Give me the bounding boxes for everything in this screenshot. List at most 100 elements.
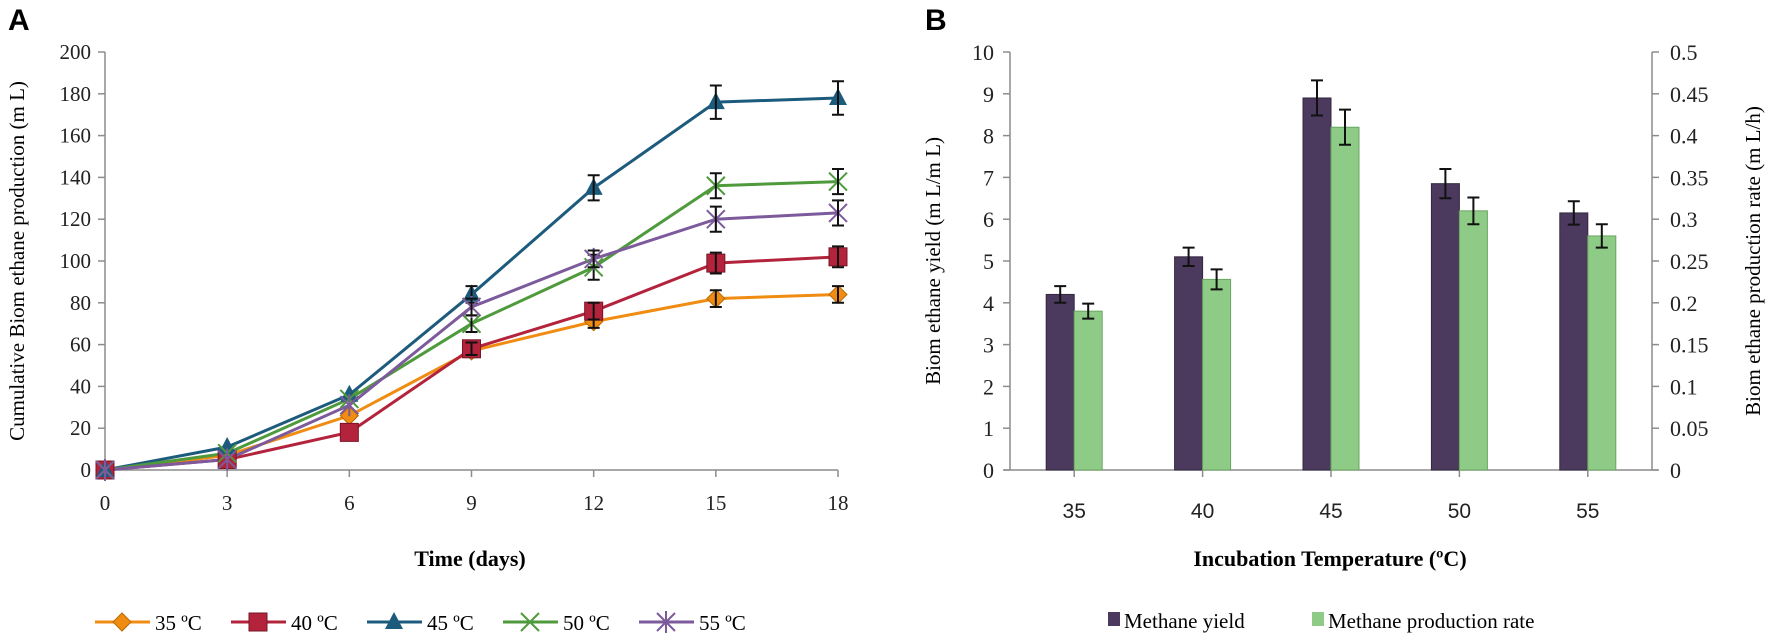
- y-axis-title-a: Cumulative Biom ethane production (m L): [5, 81, 29, 441]
- legend-item-a: 55 ºC: [639, 611, 746, 635]
- y-tick-label-a: 160: [60, 124, 92, 148]
- legend-item-b: Methane yield: [1108, 609, 1245, 633]
- series-45c: [104, 96, 839, 472]
- y2-tick-label-b: 0.05: [1670, 416, 1709, 441]
- error-bar: [587, 174, 600, 202]
- legend-swatch: [1312, 612, 1324, 626]
- y-tick-label-a: 100: [60, 249, 92, 273]
- error-bar: [1595, 223, 1608, 249]
- diamond-marker: [112, 612, 132, 632]
- x-tick-label-a: 9: [466, 491, 477, 515]
- legend-label-a: 50 ºC: [563, 611, 610, 635]
- x-tick-label-a: 18: [828, 491, 849, 515]
- error-bar: [709, 84, 722, 120]
- legend-label-a: 35 ºC: [155, 611, 202, 635]
- x-tick-label-a: 3: [222, 491, 233, 515]
- y2-tick-label-b: 0.45: [1670, 82, 1709, 107]
- square-marker: [339, 422, 359, 442]
- x-tick-label-b: 55: [1576, 500, 1599, 523]
- y-tick-label-a: 120: [60, 207, 92, 231]
- legend-item-b: Methane production rate: [1312, 609, 1534, 633]
- y2-axis-title-b: Biom ethane production rate (m L/h): [1741, 106, 1765, 416]
- y2-tick-label-b: 0.1: [1670, 374, 1698, 399]
- error-bar: [1311, 79, 1323, 117]
- legend-label-b: Methane yield: [1124, 609, 1245, 633]
- panel-label-a: A: [8, 4, 30, 37]
- y-tick-label-a: 140: [60, 165, 92, 189]
- legend-item-a: 45 ºC: [367, 611, 474, 635]
- error-bar: [832, 80, 844, 116]
- series-markers: [95, 199, 848, 481]
- error-bar: [832, 168, 844, 196]
- error-bar: [709, 205, 722, 233]
- series-markers: [95, 245, 848, 480]
- x-tick-label-b: 50: [1448, 500, 1471, 523]
- error-bar: [1210, 268, 1223, 291]
- y-tick-label-a: 180: [60, 82, 92, 106]
- y2-tick-label-b: 0.4: [1670, 124, 1698, 149]
- x-tick-label-a: 15: [705, 491, 726, 515]
- bar-methane-yield: [1430, 183, 1460, 471]
- triangle-marker: [340, 384, 359, 402]
- y2-tick-label-b: 0: [1670, 458, 1681, 483]
- y-tick-label-b: 2: [983, 374, 994, 399]
- y-tick-label-a: 200: [60, 40, 92, 64]
- error-bar: [709, 172, 722, 200]
- y-tick-label-a: 0: [81, 458, 92, 482]
- error-bar: [1182, 246, 1195, 268]
- x-axis-title-a: Time (days): [414, 546, 525, 571]
- bar-production-rate: [1458, 210, 1488, 471]
- bar-production-rate: [1073, 310, 1103, 471]
- y-tick-label-a: 20: [70, 416, 91, 440]
- x-axis-title-b: Incubation Temperature (ºC): [1193, 546, 1466, 571]
- error-bar: [465, 341, 478, 357]
- y-tick-label-b: 3: [983, 333, 994, 358]
- bar-production-rate: [1330, 126, 1360, 471]
- y-tick-label-b: 7: [983, 165, 994, 190]
- y-tick-label-a: 40: [70, 374, 91, 398]
- x-tick-label-a: 12: [583, 491, 604, 515]
- error-bar: [832, 199, 844, 227]
- error-bar: [1082, 302, 1095, 320]
- x-tick-label-b: 40: [1191, 500, 1214, 523]
- error-bar: [709, 289, 722, 308]
- error-bar: [832, 285, 844, 304]
- y-tick-label-b: 10: [972, 40, 994, 65]
- triangle-marker: [385, 612, 403, 629]
- legend-label-a: 40 ºC: [291, 611, 338, 635]
- legend-item-a: 50 ºC: [503, 611, 610, 635]
- y2-tick-label-b: 0.25: [1670, 249, 1709, 274]
- legend-item-a: 40 ºC: [231, 611, 338, 635]
- y-tick-label-b: 4: [983, 291, 994, 316]
- y-tick-label-b: 6: [983, 207, 994, 232]
- y-tick-label-b: 0: [983, 458, 994, 483]
- legend-label-b: Methane production rate: [1328, 609, 1534, 633]
- y-axis-title-b: Biom ethane yield (m L/m L): [921, 137, 945, 385]
- x-tick-label-b: 45: [1319, 500, 1342, 523]
- legend-swatch: [1108, 612, 1120, 626]
- error-bar: [1054, 285, 1067, 304]
- y-tick-label-b: 8: [983, 124, 994, 149]
- legend-item-a: 35 ºC: [95, 611, 202, 635]
- star-marker: [217, 448, 237, 471]
- error-bar: [1567, 200, 1580, 226]
- y2-tick-label-b: 0.35: [1670, 165, 1709, 190]
- y-tick-label-b: 5: [983, 249, 994, 274]
- x-marker: [520, 612, 540, 632]
- bar-methane-yield: [1302, 97, 1332, 471]
- bar-production-rate: [1202, 278, 1232, 471]
- y-tick-label-b: 1: [983, 416, 994, 441]
- y-tick-label-a: 60: [70, 333, 91, 357]
- error-bar: [1467, 196, 1480, 226]
- x-tick-label-a: 6: [344, 491, 355, 515]
- legend-label-a: 45 ºC: [427, 611, 474, 635]
- x-tick-label-a: 0: [100, 491, 111, 515]
- y2-tick-label-b: 0.2: [1670, 291, 1698, 316]
- y2-tick-label-b: 0.15: [1670, 333, 1709, 358]
- star-marker: [95, 459, 115, 481]
- legend-label-a: 55 ºC: [699, 611, 746, 635]
- star-marker: [339, 394, 360, 417]
- x-tick-label-b: 35: [1063, 500, 1086, 523]
- series-markers: [96, 80, 847, 477]
